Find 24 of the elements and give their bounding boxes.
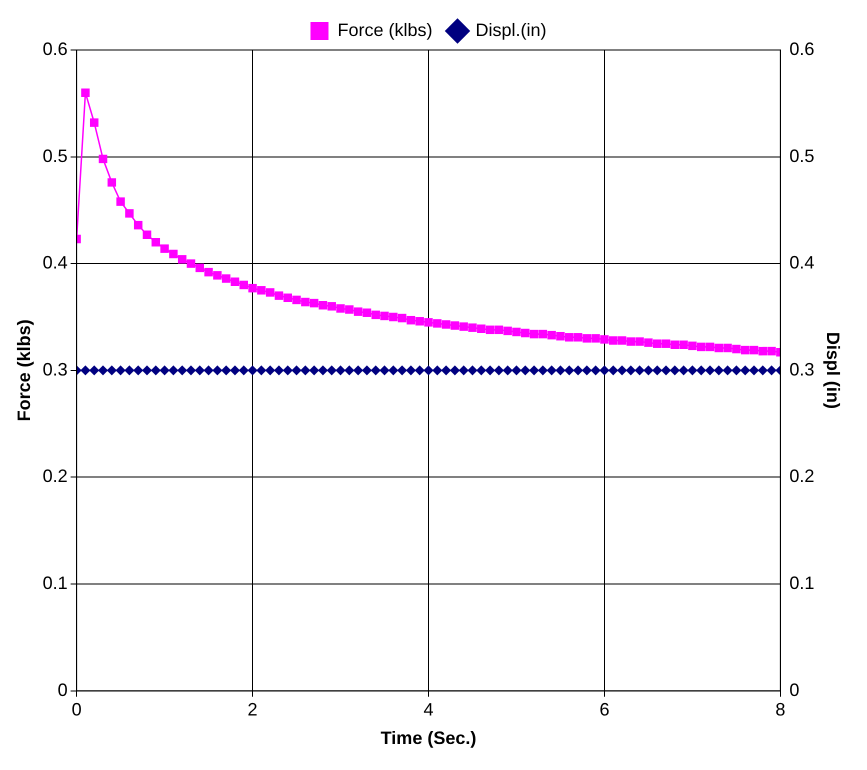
x-tick-label: 8 xyxy=(775,700,786,720)
x-tick-label: 6 xyxy=(599,700,610,720)
y2-tick-label: 0 xyxy=(789,680,800,700)
x-axis-title: Time (Sec.) xyxy=(380,728,476,748)
y-tick-label: 0.2 xyxy=(42,466,68,486)
y-tick-label: 0.1 xyxy=(42,572,68,593)
y-tick-label: 0.5 xyxy=(42,146,68,166)
legend-label: Displ.(in) xyxy=(476,20,547,40)
y2-tick-label: 0.6 xyxy=(789,38,814,59)
y-tick-label: 0 xyxy=(58,680,68,700)
y2-axis-title: Displ (in) xyxy=(823,332,844,409)
legend-label: Force (klbs) xyxy=(337,20,433,40)
y-tick-label: 0.4 xyxy=(42,252,68,273)
y2-tick-label: 0.3 xyxy=(789,359,814,380)
y-axis-title: Force (klbs) xyxy=(14,319,34,422)
x-tick-label: 4 xyxy=(423,700,434,720)
y2-tick-label: 0.2 xyxy=(789,466,814,486)
x-tick-label: 2 xyxy=(248,700,258,720)
y-tick-label: 0.3 xyxy=(42,359,68,380)
y2-tick-label: 0.5 xyxy=(789,146,814,166)
y2-tick-label: 0.4 xyxy=(789,252,814,273)
x-tick-label: 0 xyxy=(72,700,82,720)
y2-tick-label: 0.1 xyxy=(789,572,814,593)
y-tick-label: 0.6 xyxy=(42,38,68,59)
